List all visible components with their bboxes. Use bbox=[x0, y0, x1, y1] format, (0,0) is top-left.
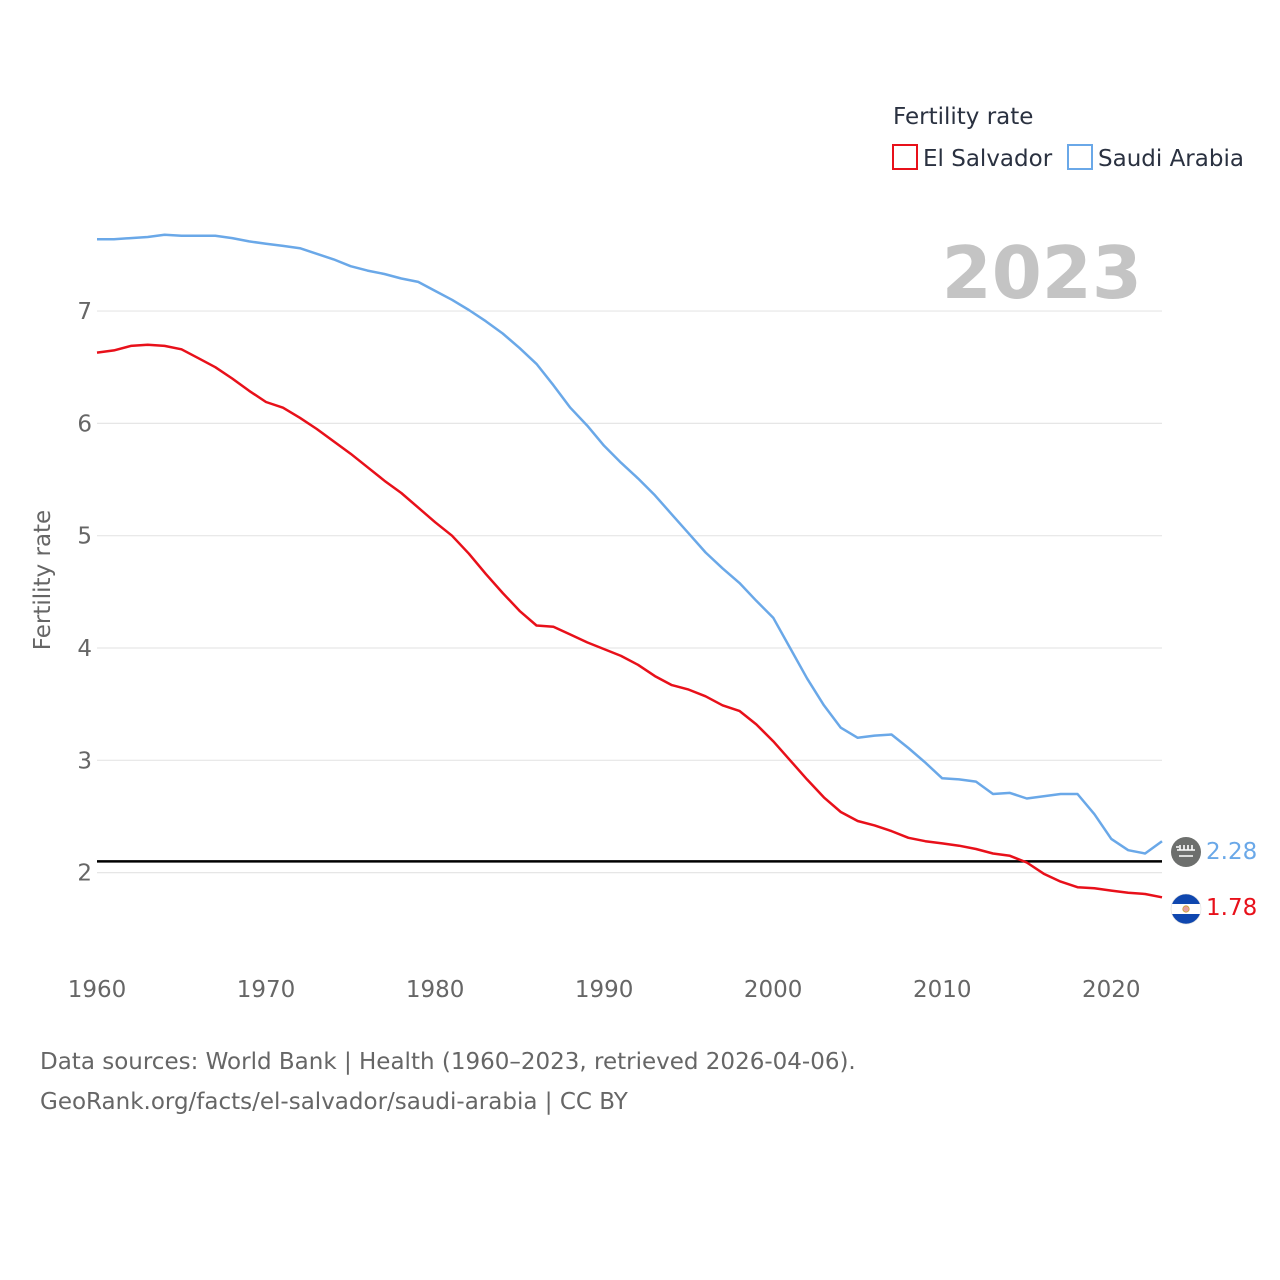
legend-label-el-salvador[interactable]: El Salvador bbox=[923, 146, 1053, 172]
el-salvador-flag-icon bbox=[1170, 893, 1202, 925]
x-tick-label: 1970 bbox=[237, 977, 296, 1003]
legend[interactable]: Fertility rate El Salvador Saudi Arabia bbox=[892, 104, 1244, 172]
legend-label-saudi-arabia[interactable]: Saudi Arabia bbox=[1098, 146, 1244, 172]
end-value-el-salvador: 1.78 bbox=[1206, 895, 1257, 921]
x-tick-label: 2020 bbox=[1082, 977, 1141, 1003]
year-label: 2023 bbox=[942, 231, 1142, 315]
x-tick-label: 2010 bbox=[913, 977, 972, 1003]
data-sources-text: Data sources: World Bank | Health (1960–… bbox=[40, 1049, 856, 1075]
y-axis-title: Fertility rate bbox=[30, 510, 56, 650]
series-line-el-salvador[interactable] bbox=[96, 343, 1163, 899]
x-axis-ticks: 1960 1970 1980 1990 2000 2010 2020 bbox=[68, 977, 1141, 1003]
y-tick-label: 5 bbox=[77, 524, 92, 550]
legend-swatch-saudi-arabia[interactable] bbox=[1067, 144, 1093, 170]
saudi-arabia-flag-icon bbox=[1171, 837, 1201, 867]
y-tick-label: 7 bbox=[77, 299, 92, 325]
x-tick-label: 1990 bbox=[575, 977, 634, 1003]
y-axis-ticks: 2 3 4 5 6 7 bbox=[77, 299, 92, 887]
x-tick-label: 1980 bbox=[406, 977, 465, 1003]
series-lines bbox=[96, 233, 1163, 899]
y-tick-label: 6 bbox=[77, 411, 92, 437]
source-link[interactable]: GeoRank.org/facts/el-salvador/saudi-arab… bbox=[40, 1089, 628, 1115]
x-tick-label: 1960 bbox=[68, 977, 127, 1003]
legend-title: Fertility rate bbox=[893, 104, 1033, 130]
y-tick-label: 2 bbox=[77, 861, 92, 887]
y-tick-label: 3 bbox=[77, 748, 92, 774]
end-value-saudi-arabia: 2.28 bbox=[1206, 839, 1257, 865]
series-line-saudi-arabia[interactable] bbox=[97, 233, 1163, 855]
legend-swatch-el-salvador[interactable] bbox=[892, 144, 918, 170]
grid-lines bbox=[97, 310, 1162, 874]
x-tick-label: 2000 bbox=[744, 977, 803, 1003]
y-tick-label: 4 bbox=[77, 636, 92, 662]
footer: Data sources: World Bank | Health (1960–… bbox=[40, 1042, 856, 1122]
